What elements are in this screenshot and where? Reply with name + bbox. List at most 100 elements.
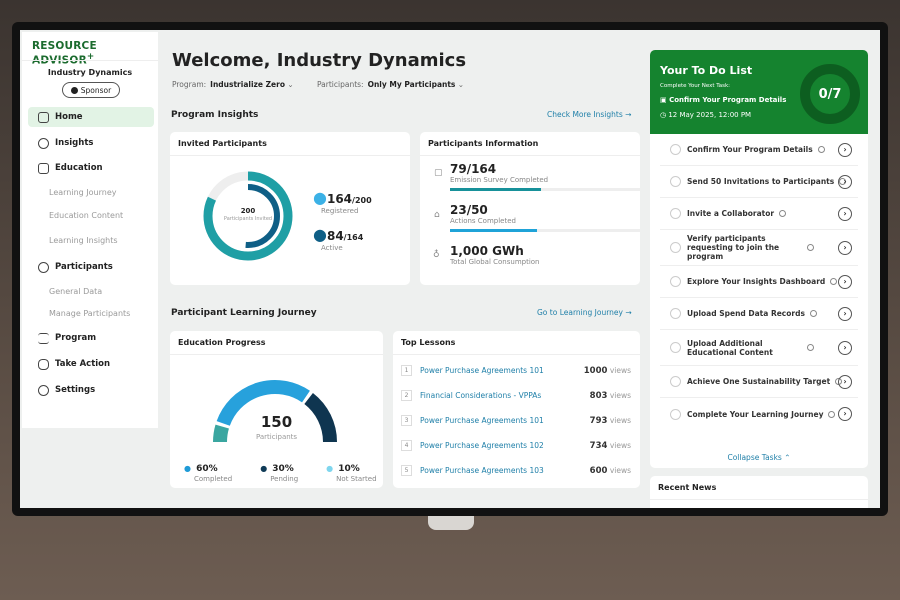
checkbox[interactable] [670, 376, 681, 387]
task-item[interactable]: Invite a Collaborator › [660, 198, 858, 230]
chevron-right-icon[interactable]: › [838, 142, 852, 157]
card-title: Education Progress [170, 331, 383, 355]
sidebar-item-participants[interactable]: Participants [28, 257, 154, 277]
book-icon [38, 162, 49, 174]
lesson-row[interactable]: 4 Power Purchase Agreements 102 734 views [401, 433, 631, 458]
sidebar-item-program[interactable]: Program [28, 328, 154, 348]
checkbox[interactable] [670, 176, 681, 187]
sidebar-item-settings[interactable]: Settings [28, 380, 154, 400]
lesson-row[interactable]: 2 Financial Considerations - VPPAs 803 vie… [401, 383, 631, 408]
help-icon[interactable] [817, 146, 825, 153]
gear-icon [38, 384, 49, 396]
help-icon[interactable] [807, 244, 814, 251]
checkbox[interactable] [670, 208, 681, 219]
sidebar-item-learning-journey[interactable]: Learning Journey [49, 188, 117, 197]
sponsor-icon [70, 86, 78, 94]
task-item[interactable]: Complete Your Learning Journey › [660, 398, 858, 430]
card-title: Top Lessons [393, 331, 640, 355]
monitor-stand [428, 516, 474, 530]
participants-select[interactable]: Participants: Only My Participants ⌄ [317, 80, 465, 89]
sidebar-item-insights[interactable]: Insights [28, 133, 154, 153]
collapse-tasks-button[interactable]: Collapse Tasks ⌃ [727, 453, 791, 462]
task-item[interactable]: Achieve One Sustainability Target › [660, 366, 858, 398]
help-icon[interactable] [809, 310, 817, 317]
task-icon: ▣ [660, 96, 667, 104]
card-title: Invited Participants [170, 132, 410, 156]
education-gauge [213, 380, 337, 443]
checkbox[interactable] [670, 408, 681, 420]
gauge-segment-completed [216, 380, 310, 427]
gauge-legend: ● 60% Completed ● 30% Pending ● 10% Not Sta… [184, 456, 377, 483]
task-item[interactable]: Verify participants requesting to join t… [660, 230, 858, 266]
chevron-right-icon[interactable]: › [838, 274, 852, 289]
progress-bar [450, 188, 542, 191]
arrow-right-icon: → [625, 110, 632, 119]
checkbox[interactable] [670, 276, 681, 287]
invited-participants-card: Invited Participants 200 Participants In… [170, 132, 410, 285]
clock-icon: ◷ [660, 111, 667, 119]
org-name: Industry Dynamics [47, 68, 133, 77]
chevron-up-icon: ⌃ [784, 453, 791, 462]
chevron-right-icon[interactable]: › [838, 340, 852, 355]
active-stat: ●84/164 Active [313, 225, 364, 252]
chevron-right-icon[interactable]: › [838, 240, 852, 255]
help-icon[interactable] [807, 344, 814, 351]
survey-icon: ▢ [434, 168, 443, 178]
gauge-segment-not-started [213, 424, 229, 443]
info-row: 79/164 Emission Survey Completed [450, 162, 640, 191]
chevron-right-icon[interactable]: › [838, 206, 852, 221]
chevron-right-icon[interactable]: › [838, 174, 852, 189]
help-icon[interactable] [779, 210, 787, 217]
lesson-row[interactable]: 1 Power Purchase Agreements 101 1000 views [401, 358, 631, 383]
screen: RESOURCE ADVISOR+ Industry Dynamics Spon… [20, 30, 880, 508]
task-item[interactable]: Explore Your Insights Dashboard › [660, 266, 858, 298]
section-title: Participant Learning Journey [171, 308, 317, 318]
todo-header: Your To Do List Complete Your Next Task:… [650, 50, 868, 134]
sidebar-item-education[interactable]: Education [28, 158, 154, 178]
sidebar: RESOURCE ADVISOR+ Industry Dynamics Spon… [22, 32, 158, 428]
recent-news-card: Recent News [650, 476, 868, 508]
action-icon [38, 358, 49, 370]
info-row: 1,000 GWh Total Global Consumption [450, 244, 540, 266]
sidebar-item-general-data[interactable]: General Data [49, 287, 103, 296]
todo-title: Your To Do List [660, 64, 753, 77]
active-ring [216, 184, 280, 248]
chevron-right-icon[interactable]: › [838, 407, 852, 421]
check-more-insights-link[interactable]: Check More Insights → [547, 110, 632, 119]
lesson-row[interactable]: 5 Power Purchase Agreements 103 600 views [401, 458, 631, 483]
sidebar-item-learning-insights[interactable]: Learning Insights [49, 236, 118, 245]
task-item[interactable]: Send 50 Invitations to Participants › [660, 166, 858, 198]
legend-pending: ● 30% Pending [260, 464, 299, 483]
checkbox[interactable] [670, 342, 681, 353]
bulb-icon: ♁ [433, 250, 440, 260]
checkbox[interactable] [670, 242, 681, 253]
lesson-row[interactable]: 3 Power Purchase Agreements 101 793 views [401, 408, 631, 433]
info-row: 23/50 Actions Completed [450, 203, 640, 232]
people-icon [38, 261, 49, 273]
card-title: Recent News [650, 476, 868, 500]
task-item[interactable]: Upload Additional Educational Content › [660, 330, 858, 366]
insights-icon [38, 137, 49, 149]
go-to-learning-journey-link[interactable]: Go to Learning Journey → [537, 308, 632, 317]
checkbox[interactable] [670, 308, 681, 319]
program-select[interactable]: Program: Industrialize Zero ⌄ [172, 80, 294, 89]
home-icon [38, 111, 49, 123]
sidebar-item-take-action[interactable]: Take Action [28, 354, 154, 374]
chevron-right-icon[interactable]: › [838, 306, 852, 321]
next-task[interactable]: ▣ Confirm Your Program Details [660, 96, 787, 104]
sidebar-item-manage-participants[interactable]: Manage Participants [49, 309, 131, 318]
role-badge: Sponsor [62, 82, 120, 98]
logo[interactable]: RESOURCE ADVISOR+ [32, 40, 97, 67]
help-icon[interactable] [830, 278, 838, 285]
donut-center-value: 200 [240, 207, 256, 215]
checkbox[interactable] [670, 144, 681, 155]
legend-not-started: ● 10% Not Started [326, 464, 377, 483]
due-date: ◷ 12 May 2025, 12:00 PM [660, 111, 752, 119]
task-item[interactable]: Upload Spend Data Records › [660, 298, 858, 330]
chevron-right-icon[interactable]: › [838, 374, 852, 389]
invited-donut [203, 171, 293, 261]
sidebar-item-home[interactable]: Home [28, 107, 154, 127]
task-item[interactable]: Confirm Your Program Details › [660, 134, 858, 166]
help-icon[interactable] [828, 410, 836, 418]
sidebar-item-education-content[interactable]: Education Content [49, 211, 124, 220]
